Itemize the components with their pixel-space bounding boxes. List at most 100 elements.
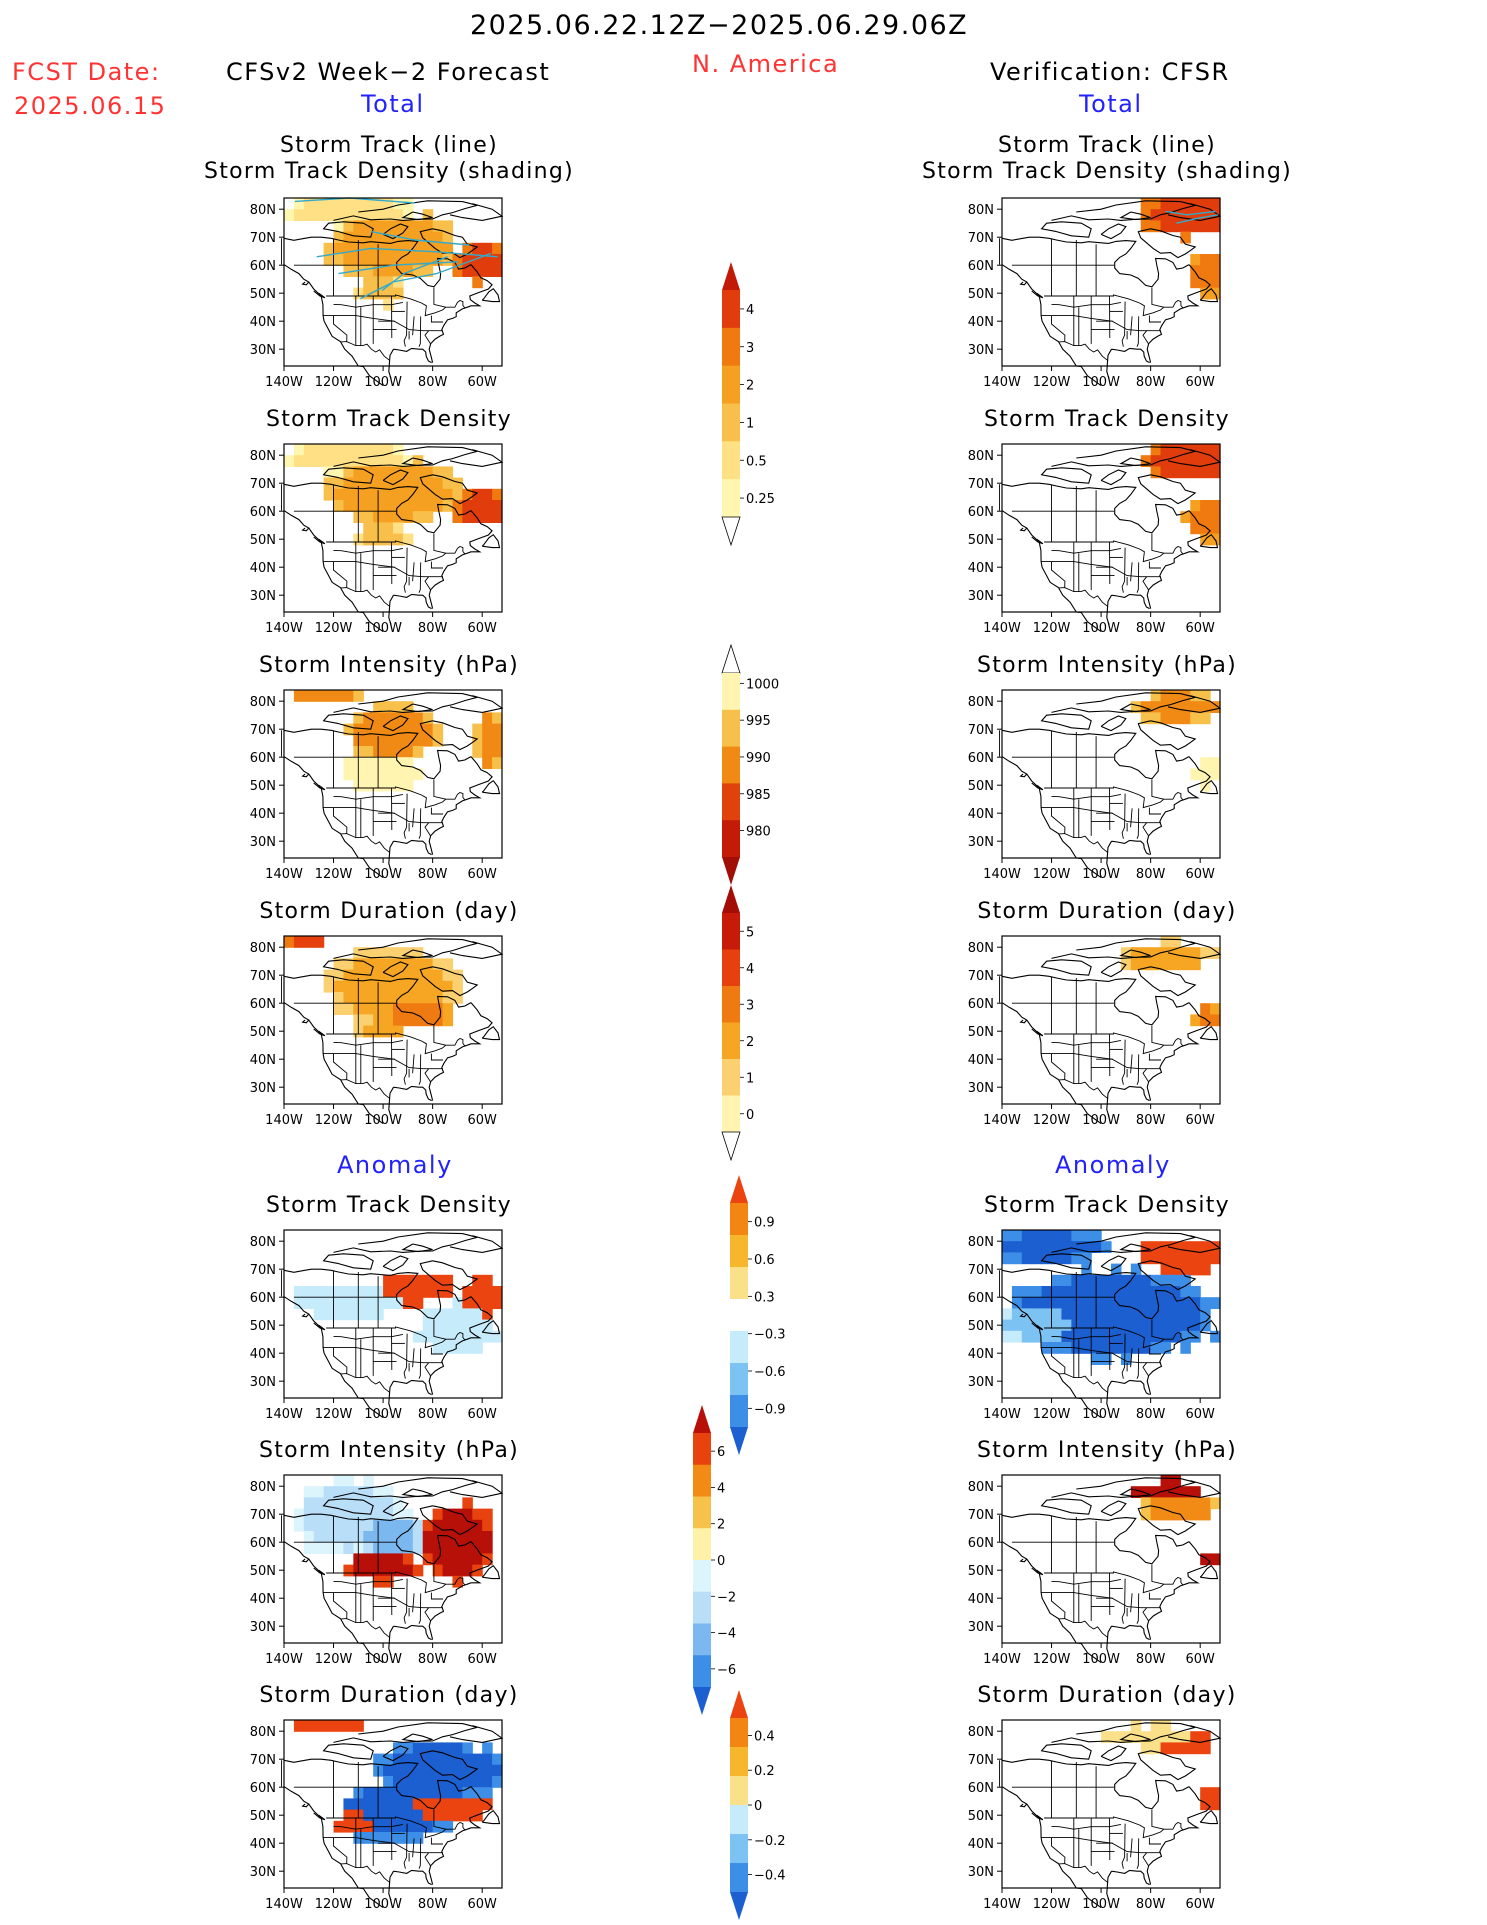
- field-cell: [1031, 1241, 1043, 1253]
- field-cell: [313, 209, 325, 221]
- coastline: [388, 1625, 394, 1656]
- coastline: [1167, 1480, 1222, 1498]
- field-cell: [412, 1274, 424, 1287]
- map-frame: [283, 689, 503, 859]
- field-cell: [323, 242, 335, 255]
- field-cell: [393, 1274, 404, 1287]
- coastline: [1031, 1812, 1044, 1821]
- field-cell: [402, 1798, 414, 1811]
- coastline: [322, 1498, 374, 1515]
- field-cell: [383, 969, 394, 982]
- field-cell: [1011, 1319, 1023, 1332]
- coastline: [1019, 527, 1028, 532]
- border-line: [1136, 316, 1140, 347]
- field-cell: [1180, 231, 1191, 244]
- field-cell: [363, 1519, 374, 1532]
- coastline: [322, 221, 374, 238]
- coastline: [1031, 536, 1044, 545]
- field-cell: [422, 477, 434, 490]
- field-cell: [1120, 1342, 1132, 1354]
- field-cell: [1140, 1508, 1152, 1521]
- field-cell: [432, 1809, 444, 1822]
- field-cell: [1111, 1319, 1122, 1332]
- border-line: [418, 1054, 422, 1085]
- field-cell: [462, 254, 473, 266]
- coastline: [1001, 1513, 1190, 1565]
- field-cell: [1002, 1230, 1013, 1242]
- colorbar-label: 0.4: [754, 1729, 775, 1744]
- coastline: [419, 966, 479, 997]
- field-cell: [1180, 1252, 1191, 1265]
- field-cell: [1081, 1297, 1092, 1309]
- anomaly-label-right: Anomaly: [1055, 1151, 1171, 1179]
- colorbar-segment: [722, 820, 740, 858]
- field-cell: [363, 209, 374, 221]
- lon-tick-label: 60W: [467, 1407, 497, 1422]
- field-cell: [1200, 254, 1211, 266]
- colorbar-label: 0.3: [754, 1290, 775, 1305]
- field-cell: [383, 768, 394, 781]
- lat-tick-label: 80N: [968, 1725, 994, 1740]
- field-cell: [1150, 1297, 1162, 1309]
- field-cell: [393, 712, 404, 725]
- border-line: [1121, 1823, 1126, 1869]
- field-cell: [284, 936, 295, 948]
- field-cell: [442, 1553, 454, 1566]
- field-cell: [383, 231, 394, 244]
- field-cell: [393, 746, 404, 758]
- field-cell: [1011, 1286, 1023, 1298]
- field-cell: [452, 500, 463, 512]
- field-cell: [1011, 1252, 1023, 1265]
- border-line: [412, 808, 415, 828]
- field-cell: [383, 1025, 394, 1038]
- border-line: [433, 1025, 446, 1046]
- colorbar-label: 6: [717, 1445, 725, 1460]
- field-cell: [353, 1497, 364, 1510]
- coastline: [1100, 1255, 1127, 1272]
- field-cell: [1150, 701, 1162, 713]
- field-cell: [452, 980, 463, 993]
- field-cell: [1160, 1731, 1172, 1743]
- field-cell: [1160, 466, 1172, 479]
- field-cell: [373, 444, 384, 456]
- field-cell: [393, 1497, 404, 1510]
- coastline: [1100, 961, 1127, 978]
- border-line: [333, 1592, 348, 1619]
- field-cell: [1051, 1319, 1063, 1332]
- fcst-date-label: FCST Date:: [12, 58, 161, 86]
- coastline: [1019, 1803, 1028, 1808]
- field-cell: [393, 488, 404, 501]
- border-line: [1148, 1592, 1161, 1600]
- border-line: [1121, 1578, 1126, 1624]
- field-cell: [1081, 1274, 1092, 1287]
- colorbar-segment: [722, 327, 740, 367]
- field-cell: [373, 220, 384, 233]
- field-cell: [412, 1014, 424, 1027]
- lat-tick-label: 30N: [250, 1375, 276, 1390]
- field-cell: [402, 1764, 414, 1777]
- field-cell: [1081, 1319, 1092, 1332]
- field-cell: [1140, 1297, 1152, 1309]
- field-cell: [482, 734, 493, 747]
- field-cell: [1140, 220, 1152, 233]
- field-cell: [1190, 1731, 1201, 1743]
- field-cell: [442, 488, 454, 501]
- field-cell: [1130, 1486, 1142, 1498]
- lon-tick-label: 60W: [1185, 1652, 1215, 1667]
- border-line: [1151, 287, 1164, 308]
- coastline: [1111, 1085, 1150, 1102]
- coastline: [382, 469, 409, 486]
- field-cell: [402, 488, 414, 501]
- lon-tick-label: 100W: [364, 1407, 402, 1422]
- field-cell: [1041, 1308, 1053, 1321]
- field-cell: [1190, 1308, 1201, 1321]
- coastline: [1167, 1235, 1222, 1253]
- field-cell: [1160, 1720, 1172, 1732]
- coastline: [313, 1567, 326, 1576]
- field-cell: [412, 1297, 424, 1309]
- field-cell: [452, 1742, 463, 1755]
- border-line: [1148, 315, 1161, 323]
- field-cell: [1130, 1263, 1142, 1276]
- field-cell: [422, 242, 434, 255]
